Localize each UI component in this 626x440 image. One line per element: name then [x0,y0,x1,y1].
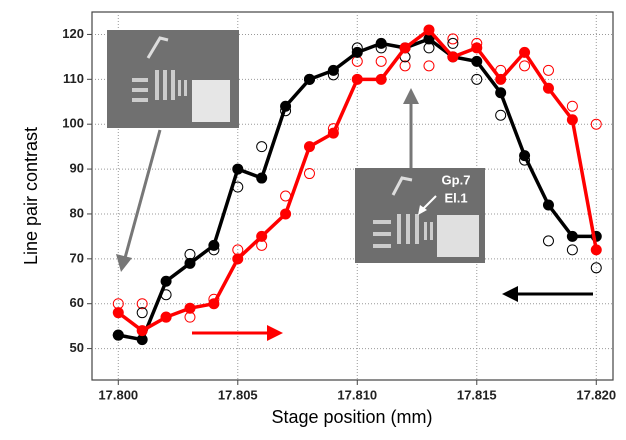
annotation: El.1 [444,190,467,205]
data-point [136,307,148,319]
data-point [351,73,363,85]
data-point [256,141,268,153]
data-point [112,307,124,319]
data-point [590,262,602,274]
data-point [495,87,507,99]
data-point [303,168,315,180]
data-point [208,239,220,251]
data-point [519,150,531,162]
y-tick-label: 50 [70,340,84,355]
data-point [566,100,578,112]
data-point [519,60,531,72]
arrow [502,286,593,302]
y-tick-label: 80 [70,205,84,220]
x-tick-label: 17.800 [98,387,138,402]
data-point [566,244,578,256]
data-point [399,60,411,72]
data-point [136,325,148,337]
data-point [208,298,220,310]
data-point [351,46,363,58]
data-point [375,37,387,49]
data-point [447,51,459,63]
data-point [375,55,387,67]
data-point [471,73,483,85]
data-point [184,302,196,314]
data-point [519,46,531,58]
data-point [423,24,435,36]
data-point [471,55,483,67]
x-tick-label: 17.810 [337,387,377,402]
x-tick-label: 17.820 [576,387,616,402]
y-tick-label: 120 [62,26,84,41]
data-point [375,73,387,85]
arrow [116,129,162,272]
data-point [303,141,315,153]
data-point [136,298,148,310]
data-point [590,244,602,256]
x-axis-label: Stage position (mm) [271,407,432,427]
y-axis-label: Line pair contrast [21,127,41,265]
y-tick-label: 70 [70,250,84,265]
data-point [542,199,554,211]
x-tick-label: 17.815 [457,387,497,402]
y-tick-label: 90 [70,161,84,176]
data-point [471,42,483,54]
data-point [160,275,172,287]
annotation: Gp.7 [442,172,471,187]
inset-image [355,168,485,263]
data-point [423,60,435,72]
data-point [280,100,292,112]
data-point [136,334,148,346]
data-point [566,114,578,126]
y-tick-label: 110 [63,71,84,86]
data-point [566,230,578,242]
data-point [327,64,339,76]
y-tick-label: 60 [70,295,84,310]
data-point [112,329,124,341]
data-point [280,208,292,220]
data-point [399,42,411,54]
data-point [256,172,268,184]
data-point [495,73,507,85]
data-point [423,33,435,45]
data-point [232,253,244,265]
data-point [303,73,315,85]
data-point [160,311,172,323]
data-point [542,235,554,247]
data-point [232,163,244,175]
data-point [256,230,268,242]
data-point [447,33,459,45]
data-point [495,109,507,121]
inset-image [107,30,239,128]
data-point [447,37,459,49]
y-tick-label: 100 [62,116,84,131]
arrow [403,88,419,168]
x-tick-label: 17.805 [218,387,258,402]
data-point [590,118,602,130]
arrow [192,325,283,341]
data-point [542,82,554,94]
data-point [542,64,554,76]
data-point [327,127,339,139]
data-point [184,257,196,269]
